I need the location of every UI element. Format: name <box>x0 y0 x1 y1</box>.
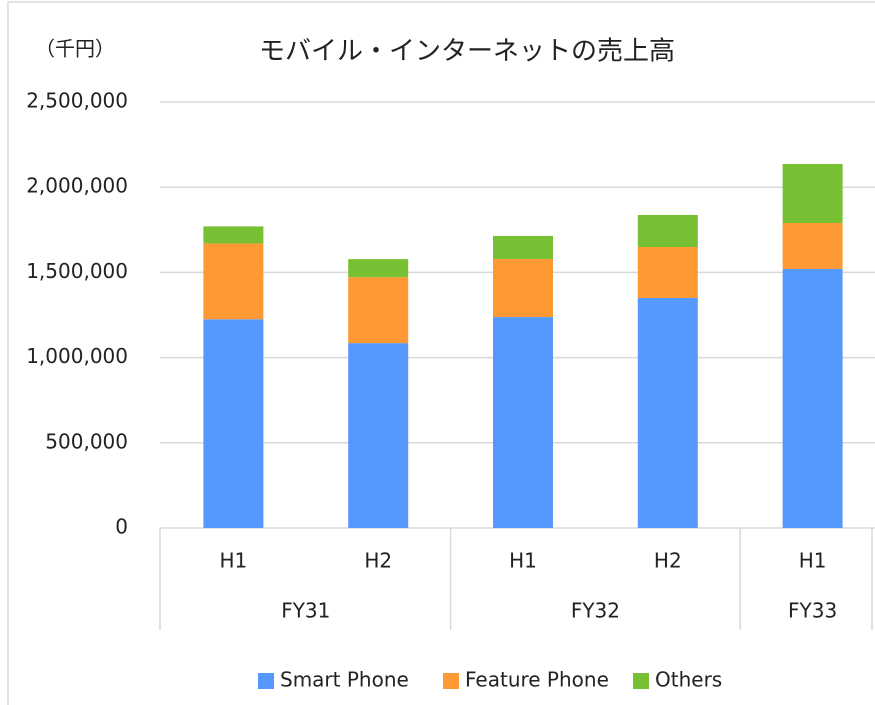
x-tick-label: H1 <box>220 549 248 573</box>
bar-segment <box>203 319 264 528</box>
bar-segment <box>203 226 264 244</box>
bar-segment <box>493 258 553 318</box>
legend-swatch <box>633 673 649 689</box>
chart-frame <box>7 1 875 705</box>
bar-segment <box>348 343 409 528</box>
x-tick-label: H1 <box>799 549 827 573</box>
bar-segment <box>637 214 698 248</box>
bar-segment <box>782 164 843 223</box>
bar-segment <box>493 317 553 528</box>
bar-segment <box>637 297 698 528</box>
y-tick-label: 1,500,000 <box>26 259 128 283</box>
y-tick-label: 500,000 <box>45 429 128 453</box>
bar-segment <box>637 247 698 298</box>
legend-swatch <box>443 673 459 689</box>
group-label: FY33 <box>788 599 837 623</box>
y-unit-label: （千円） <box>35 37 115 61</box>
chart-title: モバイル・インターネットの売上高 <box>259 37 675 67</box>
x-tick-label: H2 <box>654 549 682 573</box>
bar-segment <box>348 277 409 344</box>
y-tick-label: 1,000,000 <box>26 344 128 368</box>
legend-label: Others <box>655 668 722 692</box>
bar-segment <box>782 222 843 269</box>
bar-segment <box>348 259 409 278</box>
bar-segment <box>493 235 553 259</box>
legend-label: Smart Phone <box>280 668 409 692</box>
x-tick-label: H2 <box>364 549 392 573</box>
y-tick-label: 0 <box>115 515 128 539</box>
group-label: FY32 <box>571 599 620 623</box>
legend-swatch <box>258 673 274 689</box>
y-tick-label: 2,500,000 <box>26 89 128 113</box>
bar-segment <box>782 268 843 528</box>
y-tick-label: 2,000,000 <box>26 174 128 198</box>
bar-segment <box>203 243 264 320</box>
group-label: FY31 <box>281 599 330 623</box>
legend-label: Feature Phone <box>465 668 609 692</box>
x-tick-label: H1 <box>509 549 537 573</box>
